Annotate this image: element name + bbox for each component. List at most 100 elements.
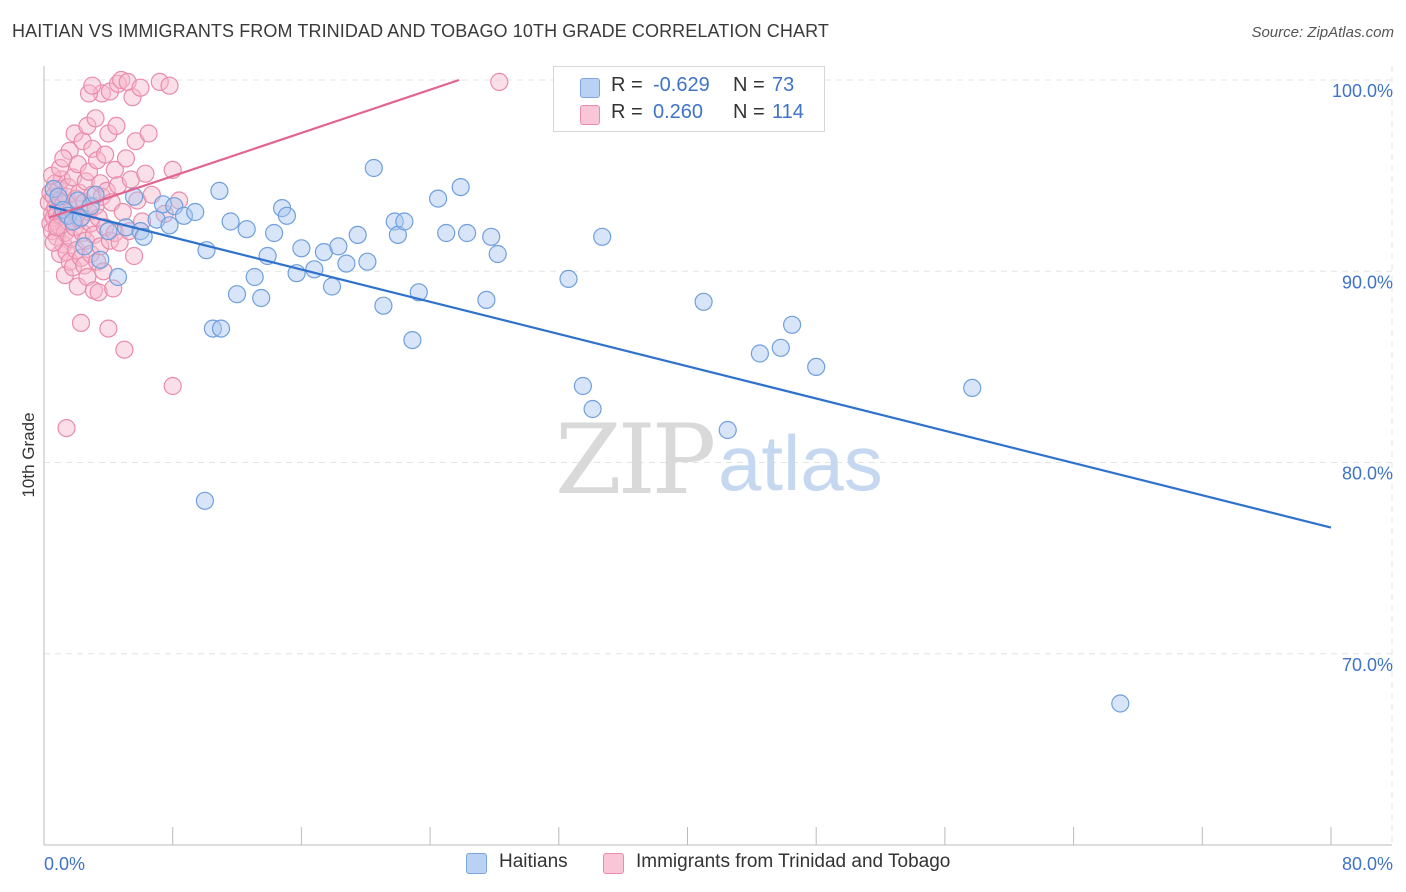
haitian-point [437,223,456,243]
legend-n-label: N = [733,101,765,123]
trinidad-point [105,223,124,243]
haitian-point [718,420,737,440]
trinidad-point [91,174,110,193]
haitian-point [277,206,296,225]
trinidad-point [89,283,108,302]
haitian-point [75,237,94,256]
trinidad-point [116,149,136,168]
x-tick-label: 80.0% [1342,854,1393,874]
bottom-legend-swatch-blue [466,853,487,874]
legend-swatch-pink [580,105,600,125]
haitian-point [186,202,205,222]
haitian-point [160,216,179,235]
trend-line-trinidad [48,78,460,219]
trinidad-point [150,72,169,92]
trinidad-point [139,124,158,143]
trinidad-point [163,376,182,396]
bottom-legend-haitians: Haitians [466,851,586,877]
y-tick-label: 80.0% [1342,464,1393,484]
haitian-point [265,223,284,243]
haitian-point [86,185,105,204]
trinidad-point [131,78,150,97]
trinidad-point [71,313,91,332]
trinidad-point [113,202,132,222]
legend-swatch-blue [580,78,600,98]
haitian-point [458,223,477,243]
trinidad-point [83,76,102,95]
haitian-point [403,331,422,350]
gridlines [44,66,1393,845]
haitian-point [108,267,128,287]
haitian-point [559,269,578,288]
haitian-point [337,254,356,273]
trinidad-point [57,419,76,438]
legend-r-value: -0.629 [653,74,710,96]
trinidad-point [160,76,179,95]
trinidad-point [99,319,118,338]
trinidad-point [47,218,67,237]
bottom-legend-label: Haitians [499,851,568,872]
haitian-point [573,376,593,396]
haitian-point [488,244,507,264]
legend-n-label: N = [733,74,765,96]
haitian-point [348,225,367,244]
trinidad-point [95,145,115,164]
y-tick-labels: 70.0% 80.0% 90.0% 100.0% [1332,81,1393,675]
haitian-point [807,357,826,376]
haitian-point [374,296,393,315]
haitian-point [237,220,256,239]
haitian-point [210,181,229,200]
source-credit: Source: ZipAtlas.com [1251,24,1394,41]
haitian-point [1111,694,1130,713]
trinidad-point [490,72,509,92]
haitian-point [292,239,311,258]
watermark-atlas: atlas [718,419,883,507]
correlation-legend: R = -0.629 N = 73 R = 0.260 N = 114 [553,66,825,132]
legend-n-value: 114 [772,101,804,123]
haitian-point [963,378,982,397]
trend-line-haitians [48,205,1332,529]
haitian-point [195,491,214,510]
haitian-point [165,197,184,216]
y-tick-label: 70.0% [1342,655,1393,675]
trinidad-point [125,246,144,266]
haitian-point [385,212,404,231]
haitian-point [91,250,110,269]
trinidad-point [112,70,131,90]
trinidad-point [104,279,123,298]
haitian-point [227,285,247,304]
watermark-zip: ZIP [555,404,714,516]
haitian-point [358,252,377,271]
trinidad-point [50,158,70,178]
haitian-point [583,399,602,419]
haitian-point [477,290,496,309]
trinidad-point [115,340,134,359]
haitian-point [694,292,713,311]
haitian-point [134,227,153,246]
legend-r-value: 0.260 [653,101,704,123]
haitian-point [782,315,802,334]
trinidad-point [60,141,79,160]
legend-row-haitians: R = -0.629 N = 73 [554,74,824,102]
haitian-point [245,267,264,287]
haitian-point [221,212,240,231]
y-tick-label: 100.0% [1332,81,1393,101]
bottom-legend-trinidad: Immigrants from Trinidad and Tobago [603,851,993,877]
trinidad-point [87,252,107,271]
axes [43,66,1392,846]
trinidad-point [60,252,79,271]
trend-lines [48,78,1332,529]
haitian-point [771,338,790,357]
x-tick-labels: 0.0% 80.0% [44,854,1393,874]
chart-title: HAITIAN VS IMMIGRANTS FROM TRINIDAD AND … [12,21,829,41]
haitian-point [409,283,428,302]
y-axis-label: 10th Grade [19,412,38,497]
haitian-point [99,222,118,241]
legend-r-label: R = [611,101,643,123]
trinidad-point [86,109,105,128]
x-tick-label: 0.0% [44,854,85,874]
bottom-legend-label: Immigrants from Trinidad and Tobago [636,851,951,872]
haitian-point [593,227,612,246]
haitian-point [174,206,194,225]
